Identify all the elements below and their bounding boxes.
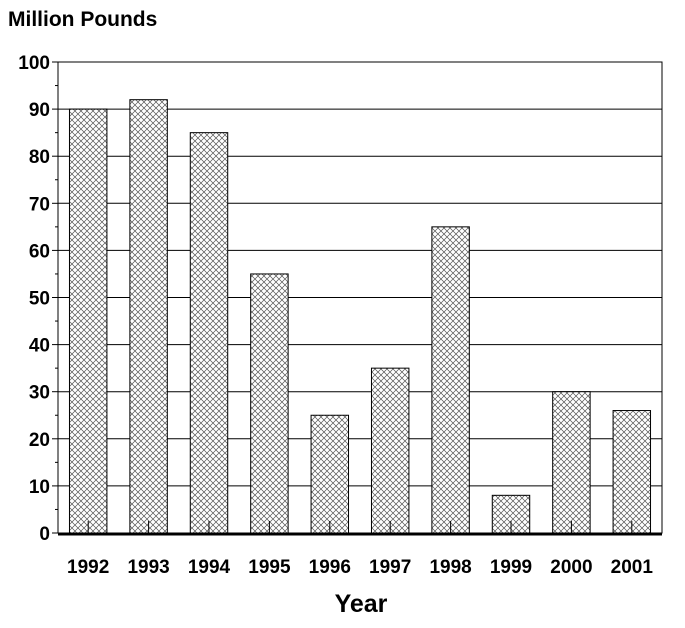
x-axis-title: Year <box>335 590 388 618</box>
bar-1996 <box>310 414 350 534</box>
bar-1997 <box>370 367 410 534</box>
x-axis-ticks: 1992 1993 1994 1995 1996 1997 1998 1999 2000 2001 <box>67 521 653 578</box>
y-tick-label: 90 <box>29 100 50 121</box>
y-tick-label: 50 <box>29 289 50 310</box>
x-tick-label: 1993 <box>127 557 169 578</box>
x-tick-label: 1998 <box>429 557 471 578</box>
bar-1992 <box>68 108 108 534</box>
y-tick-label: 100 <box>18 53 50 74</box>
x-tick-label: 1996 <box>309 557 351 578</box>
x-tick-label: 1994 <box>188 557 231 578</box>
x-tick-label: 1995 <box>248 557 291 578</box>
x-tick-label: 2001 <box>611 557 654 578</box>
bar-1995 <box>250 273 289 534</box>
y-tick-label: 30 <box>29 383 50 404</box>
y-tick-label: 70 <box>29 194 50 215</box>
x-tick-label: 1999 <box>490 557 532 578</box>
bar-2000 <box>552 391 591 534</box>
bars <box>68 99 652 534</box>
x-tick-label: 1997 <box>369 557 411 578</box>
y-axis-title: Million Pounds <box>8 8 157 31</box>
bar-1994 <box>189 132 229 534</box>
x-tick-label: 2000 <box>550 557 592 578</box>
y-tick-label: 40 <box>29 336 50 357</box>
y-tick-label: 60 <box>29 241 50 262</box>
bar-2001 <box>612 410 652 534</box>
y-axis-ticks: 0 10 20 30 40 50 60 70 80 90 100 <box>18 53 58 545</box>
y-tick-label: 80 <box>29 147 50 168</box>
y-tick-label: 0 <box>39 524 50 545</box>
y-tick-label: 20 <box>29 430 50 451</box>
bar-1993 <box>129 99 168 534</box>
bar-1998 <box>431 226 470 534</box>
x-tick-label: 1992 <box>67 557 109 578</box>
y-tick-label: 10 <box>29 477 50 498</box>
